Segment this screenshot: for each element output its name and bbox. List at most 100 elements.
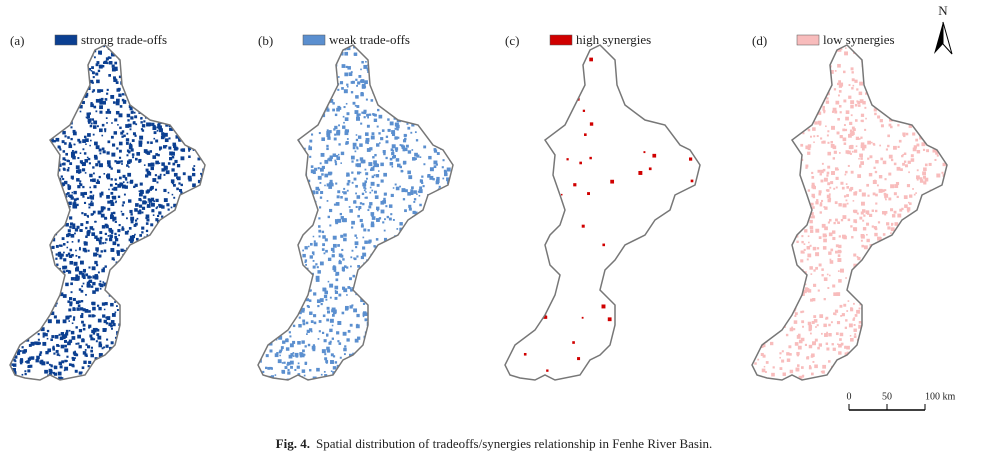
pixel: [67, 270, 72, 274]
pixel: [386, 215, 389, 219]
pixel: [135, 123, 138, 126]
pixel: [52, 347, 55, 351]
pixel: [457, 222, 459, 224]
pixel: [152, 214, 155, 216]
pixel: [18, 384, 20, 386]
pixel: [155, 335, 159, 339]
pixel: [265, 168, 268, 171]
pixel: [105, 174, 108, 177]
pixel: [368, 377, 371, 380]
pixel: [69, 194, 73, 198]
pixel: [318, 217, 321, 220]
pixel: [448, 305, 450, 307]
pixel: [14, 355, 18, 359]
pixel: [122, 283, 125, 285]
pixel: [263, 93, 267, 97]
pixel: [33, 79, 36, 82]
pixel: [392, 339, 395, 343]
pixel: [22, 228, 27, 233]
pixel: [338, 259, 341, 262]
pixel: [52, 278, 57, 283]
pixel: [133, 65, 137, 69]
pixel: [89, 190, 93, 194]
pixel: [83, 360, 87, 364]
pixel: [407, 239, 410, 242]
pixel: [413, 361, 416, 365]
pixel: [47, 319, 52, 324]
pixel: [432, 297, 436, 300]
pixel: [33, 158, 37, 162]
pixel: [169, 233, 172, 236]
pixel: [175, 59, 178, 62]
pixel: [42, 257, 45, 260]
pixel: [372, 291, 375, 294]
pixel: [429, 347, 432, 349]
pixel: [417, 281, 421, 285]
pixel: [146, 287, 149, 290]
pixel: [194, 321, 198, 325]
pixel: [436, 353, 439, 356]
pixel: [316, 266, 319, 269]
pixel: [577, 357, 581, 361]
pixel: [175, 89, 179, 93]
pixel: [267, 383, 269, 385]
pixel: [106, 88, 109, 91]
pixel: [940, 199, 944, 203]
pixel: [378, 263, 380, 266]
pixel: [82, 268, 86, 273]
pixel: [64, 135, 67, 138]
pixel: [404, 365, 408, 370]
pixel: [322, 53, 326, 57]
pixel: [155, 160, 159, 165]
pixel: [26, 262, 30, 265]
pixel: [27, 111, 30, 114]
pixel: [209, 338, 211, 340]
pixel: [56, 222, 61, 226]
pixel: [118, 141, 123, 146]
pixel: [88, 112, 91, 115]
pixel: [777, 134, 781, 138]
pixel: [373, 118, 378, 122]
pixel: [160, 273, 163, 276]
pixel: [157, 365, 162, 370]
pixel: [323, 339, 327, 343]
pixel: [34, 250, 38, 254]
pixel: [129, 180, 133, 184]
pixel: [624, 367, 628, 372]
pixel: [130, 268, 132, 271]
pixel: [385, 318, 389, 322]
pixel: [194, 67, 198, 70]
pixel: [273, 156, 277, 160]
pixel: [378, 114, 383, 119]
pixel: [29, 304, 34, 309]
pixel: [330, 183, 334, 187]
pixel: [187, 272, 192, 276]
pixel: [134, 63, 139, 68]
pixel: [77, 93, 81, 97]
pixel: [29, 90, 34, 94]
pixel: [197, 270, 201, 274]
pixel: [119, 275, 122, 279]
pixel: [451, 253, 453, 255]
pixel: [36, 355, 40, 360]
pixel: [390, 148, 394, 152]
pixel: [128, 261, 131, 263]
pixel: [436, 262, 440, 266]
pixel: [424, 206, 429, 210]
pixel: [133, 67, 137, 71]
pixel: [369, 191, 372, 194]
pixel: [386, 60, 388, 63]
pixel: [286, 121, 289, 124]
pixel: [87, 118, 92, 123]
pixel: [10, 54, 12, 56]
pixel: [146, 271, 150, 274]
pixel: [330, 247, 335, 252]
pixel: [164, 274, 168, 278]
pixel: [10, 230, 14, 234]
pixel: [71, 153, 75, 158]
pixel: [63, 383, 65, 385]
pixel: [148, 359, 151, 361]
pixel: [267, 243, 270, 246]
pixel: [49, 55, 53, 58]
pixel: [385, 135, 389, 138]
